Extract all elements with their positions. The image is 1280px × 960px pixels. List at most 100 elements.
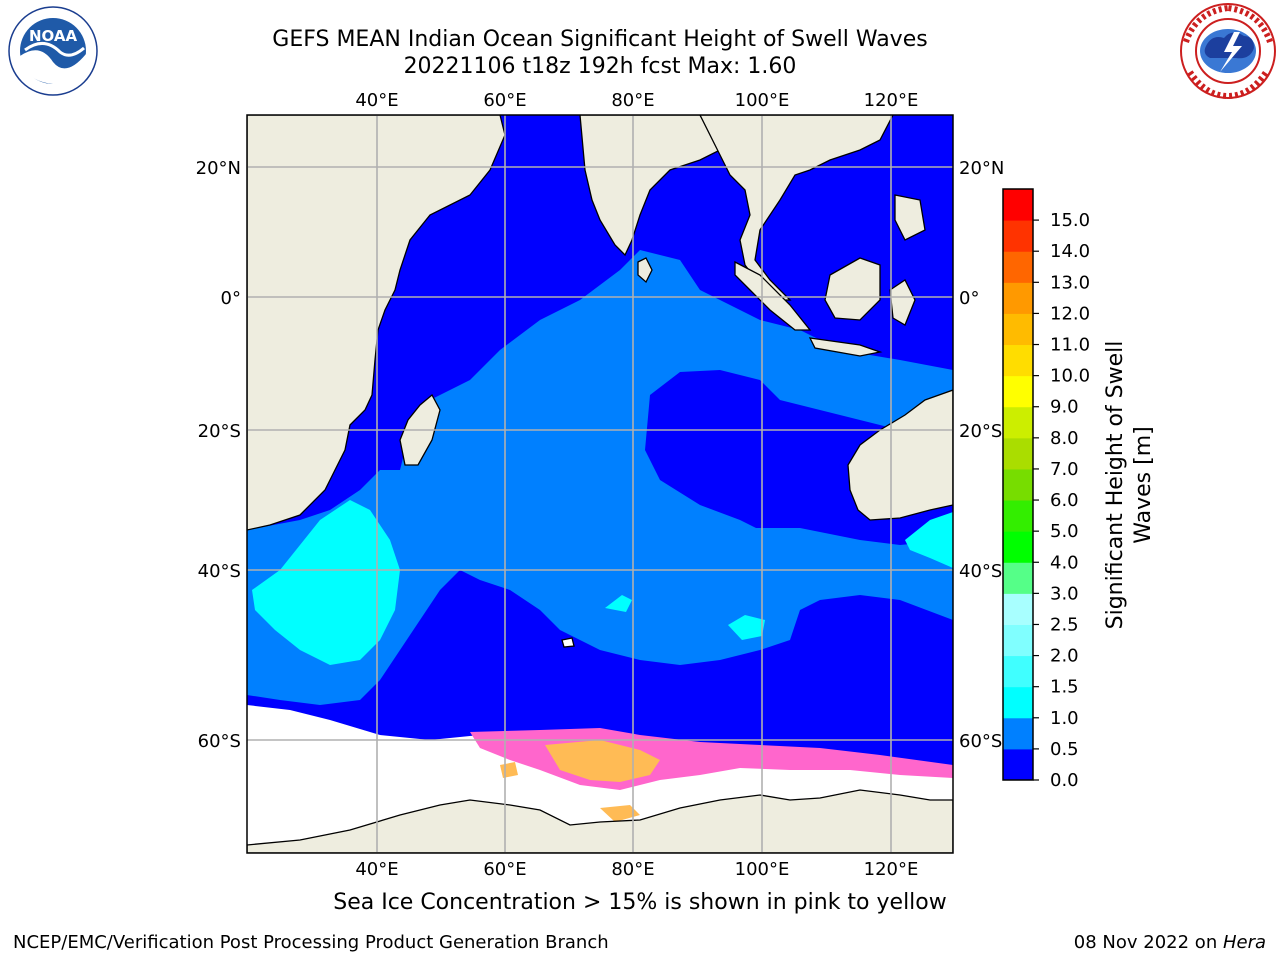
colorbar-tick-label: 0.5 [1050, 739, 1079, 760]
lat-label-right: 60°S [959, 731, 1002, 752]
noaa-logo-text: NOAA [29, 27, 78, 45]
colorbar-tick-label: 5.0 [1050, 521, 1079, 542]
colorbar: 0.0 0.5 1.0 1.5 2.0 2.5 3.0 4.0 5.0 6.0 7.0 8.0 9.0 1… [1002, 188, 1156, 791]
colorbar-tick-label: 9.0 [1050, 397, 1079, 418]
lon-label-top: 120°E [864, 90, 919, 111]
colorbar-segment [1003, 406, 1033, 439]
chart-subtitle: 20221106 t18z 192h fcst Max: 1.60 [403, 54, 797, 79]
lon-label-top: 80°E [611, 90, 654, 111]
colorbar-tick-label: 1.5 [1050, 677, 1079, 698]
colorbar-tick-label: 14.0 [1050, 241, 1090, 262]
colorbar-tick-label: 1.0 [1050, 708, 1079, 729]
swell-zone-medium-australia [730, 528, 953, 575]
java-land [808, 337, 883, 357]
footer-credit: NCEP/EMC/Verification Post Processing Pr… [13, 932, 609, 953]
colorbar-segment [1003, 531, 1033, 563]
nws-logo [1180, 3, 1276, 100]
colorbar-segment [1003, 189, 1033, 221]
colorbar-tick-label: 2.5 [1050, 614, 1079, 635]
colorbar-tick-label: 10.0 [1050, 366, 1090, 387]
lon-label-bottom: 120°E [864, 859, 919, 880]
map-gridlines [247, 115, 953, 853]
colorbar-segment [1003, 251, 1033, 283]
colorbar-tick-label: 15.0 [1050, 210, 1090, 231]
lon-label-top: 60°E [483, 90, 526, 111]
australia-land [847, 389, 953, 521]
borneo-land [824, 257, 881, 321]
colorbar-label-line1: Significant Height of Swell [1103, 341, 1128, 630]
colorbar-frame [1002, 188, 1034, 781]
lon-label-top: 40°E [355, 90, 398, 111]
lon-label-bottom: 100°E [735, 859, 790, 880]
footer-date-text: 08 Nov 2022 on [1073, 932, 1223, 953]
sea-ice-concentration-yellow-2 [600, 805, 640, 822]
swell-zone-high-patch-2 [605, 595, 632, 612]
colorbar-tick-label: 7.0 [1050, 459, 1079, 480]
lat-label-left: 40°S [198, 561, 241, 582]
lat-label-left: 60°S [198, 731, 241, 752]
lon-label-bottom: 60°E [483, 859, 526, 880]
colorbar-tick-label: 3.0 [1050, 583, 1079, 604]
lon-label-top: 100°E [735, 90, 790, 111]
lat-labels-right: 20°N 0° 20°S 40°S 60°S [959, 158, 1004, 752]
colorbar-label-line2: Waves [m] [1131, 426, 1156, 543]
lat-label-left: 20°S [198, 421, 241, 442]
sea-ice-caption: Sea Ice Concentration > 15% is shown in … [333, 890, 947, 915]
antarctica-land [247, 789, 953, 853]
swell-zone-high-patch [728, 615, 765, 640]
land-masses [247, 115, 953, 853]
lat-label-right: 20°S [959, 421, 1002, 442]
colorbar-segment [1003, 748, 1033, 781]
lat-labels-left: 20°N 0° 20°S 40°S 60°S [196, 158, 241, 752]
footer-date: 08 Nov 2022 on Hera [1074, 932, 1266, 953]
kerguelen-island [561, 637, 575, 648]
noaa-logo: NOAA [8, 6, 98, 96]
colorbar-segment [1003, 344, 1033, 377]
chart-title: GEFS MEAN Indian Ocean Significant Heigh… [272, 27, 928, 52]
map-plot-area [247, 115, 953, 853]
sumatra-land [734, 260, 812, 331]
colorbar-segment [1003, 375, 1033, 408]
lat-label-right: 20°N [959, 158, 1004, 179]
colorbar-segment [1003, 593, 1033, 625]
colorbar-segment [1003, 220, 1033, 252]
colorbar-segment [1003, 282, 1033, 314]
lon-label-bottom: 40°E [355, 859, 398, 880]
colorbar-tick-label: 13.0 [1050, 272, 1090, 293]
lon-labels-bottom: 40°E 60°E 80°E 100°E 120°E [355, 859, 918, 880]
colorbar-tick-label: 6.0 [1050, 490, 1079, 511]
sri-lanka-land [637, 257, 653, 284]
footer-host: Hera [1222, 932, 1266, 953]
colorbar-segment [1003, 468, 1033, 501]
swell-zone-high-southwest [252, 500, 400, 665]
map-frame [246, 114, 954, 854]
lat-label-right: 0° [959, 288, 979, 309]
colorbar-segment [1003, 437, 1033, 470]
colorbar-tick-label: 12.0 [1050, 303, 1090, 324]
lat-label-left: 0° [221, 288, 241, 309]
colorbar-tick-label: 11.0 [1050, 335, 1090, 356]
sulawesi-land [889, 279, 916, 326]
lat-label-right: 40°S [959, 561, 1002, 582]
colorbar-segment [1003, 717, 1033, 750]
lat-label-left: 20°N [196, 158, 241, 179]
colorbar-tick-label: 2.0 [1050, 646, 1079, 667]
lon-labels-top: 40°E 60°E 80°E 100°E 120°E [355, 90, 918, 111]
colorbar-segment [1003, 313, 1033, 346]
philippines-land [894, 194, 926, 241]
colorbar-segment [1003, 500, 1033, 532]
colorbar-segment [1003, 624, 1033, 657]
colorbar-segment [1003, 562, 1033, 594]
swell-zone-medium [247, 250, 953, 705]
colorbar-segments [1003, 189, 1033, 781]
india-land [579, 115, 721, 257]
colorbar-ticks: 0.0 0.5 1.0 1.5 2.0 2.5 3.0 4.0 5.0 6.0 7.0 8.0 9.0 1… [1033, 210, 1090, 791]
colorbar-tick-label: 4.0 [1050, 552, 1079, 573]
sea-ice-concentration-yellow [545, 740, 660, 782]
colorbar-tick-label: 0.0 [1050, 770, 1079, 791]
swell-zone-high-southeast [905, 512, 953, 568]
colorbar-segment [1003, 655, 1033, 688]
lon-label-bottom: 80°E [611, 859, 654, 880]
colorbar-segment [1003, 686, 1033, 719]
